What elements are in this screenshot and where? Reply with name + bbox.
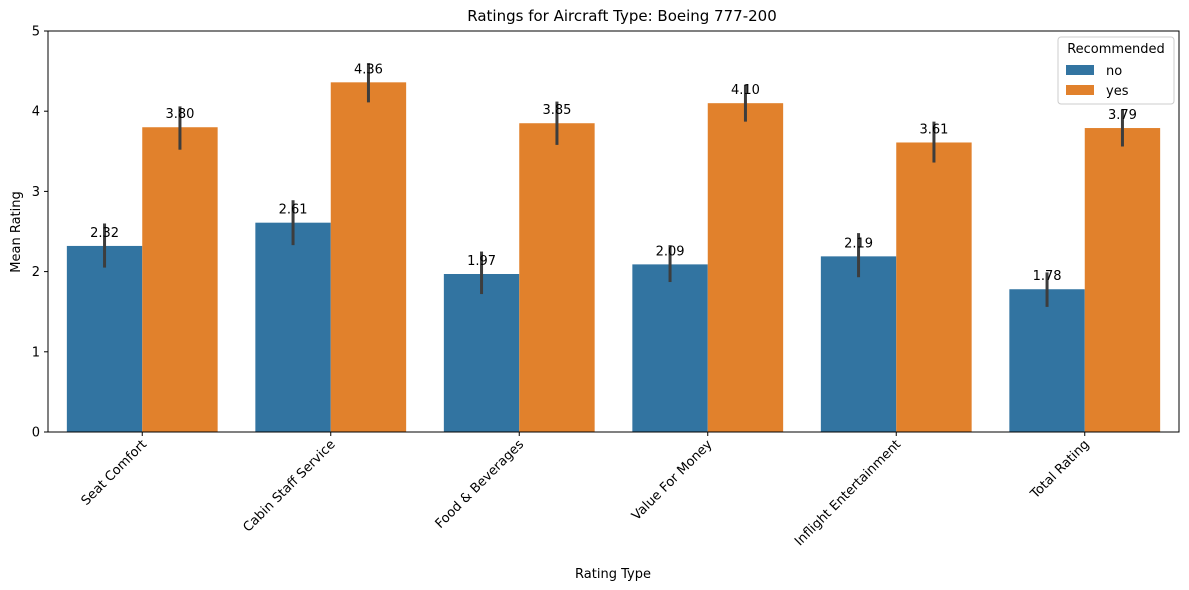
legend: Recommended no yes xyxy=(1057,36,1175,105)
legend-title: Recommended xyxy=(1067,42,1165,57)
bar-no-4 xyxy=(820,256,897,432)
bar-yes-1 xyxy=(330,82,407,432)
bar-yes-4 xyxy=(896,142,972,432)
bar-yes-2 xyxy=(519,123,595,432)
data-label-no-3: 2.09 xyxy=(656,244,685,259)
legend-label-no: no xyxy=(1106,64,1122,79)
x-tick-label-2: Food & Beverages xyxy=(433,437,528,532)
plot-area: 2.32 2.61 1.97 2.09 2.19 1.78 3.80 4.36 3.85 4.10… xyxy=(32,25,1180,549)
bar-no-1 xyxy=(255,222,331,432)
x-tick-label-4: Inflight Entertainment xyxy=(792,437,904,549)
data-label-yes-5: 3.79 xyxy=(1108,108,1137,123)
y-tick-label-4: 4 xyxy=(32,105,40,120)
data-label-no-0: 2.32 xyxy=(90,226,119,241)
bar-yes-3 xyxy=(707,103,784,433)
plot-frame xyxy=(47,30,1180,433)
data-label-no-1: 2.61 xyxy=(279,203,308,218)
legend-label-yes: yes xyxy=(1106,84,1129,99)
data-label-yes-2: 3.85 xyxy=(542,103,571,118)
bar-no-5 xyxy=(1009,289,1085,432)
x-tick-label-0: Seat Comfort xyxy=(79,437,151,509)
y-tick-label-1: 1 xyxy=(32,345,40,360)
data-label-no-4: 2.19 xyxy=(844,236,873,251)
data-label-no-2: 1.97 xyxy=(467,254,496,269)
bar-yes-0 xyxy=(142,127,218,433)
legend-swatch-no xyxy=(1066,65,1094,75)
y-axis-title: Mean Rating xyxy=(9,191,24,272)
y-tick-label-2: 2 xyxy=(32,265,40,280)
x-axis-title: Rating Type xyxy=(575,567,651,582)
x-tick-label-5: Total Rating xyxy=(1027,437,1092,502)
x-tick-label-3: Value For Money xyxy=(629,437,716,524)
bar-yes-5 xyxy=(1084,128,1161,433)
data-label-yes-4: 3.61 xyxy=(919,122,948,137)
y-tick-label-0: 0 xyxy=(32,426,40,441)
y-tick-label-3: 3 xyxy=(32,185,40,200)
bar-no-2 xyxy=(443,274,520,432)
x-tick-label-1: Cabin Staff Service xyxy=(240,437,338,535)
data-label-yes-3: 4.10 xyxy=(731,83,760,98)
chart-title: Ratings for Aircraft Type: Boeing 777-20… xyxy=(467,7,777,25)
bar-no-3 xyxy=(632,264,708,432)
legend-swatch-yes xyxy=(1066,85,1094,95)
data-label-yes-0: 3.80 xyxy=(165,107,194,122)
y-tick-label-5: 5 xyxy=(32,25,40,40)
bar-no-0 xyxy=(66,245,143,432)
data-label-yes-1: 4.36 xyxy=(354,62,383,77)
data-label-no-5: 1.78 xyxy=(1033,269,1062,284)
